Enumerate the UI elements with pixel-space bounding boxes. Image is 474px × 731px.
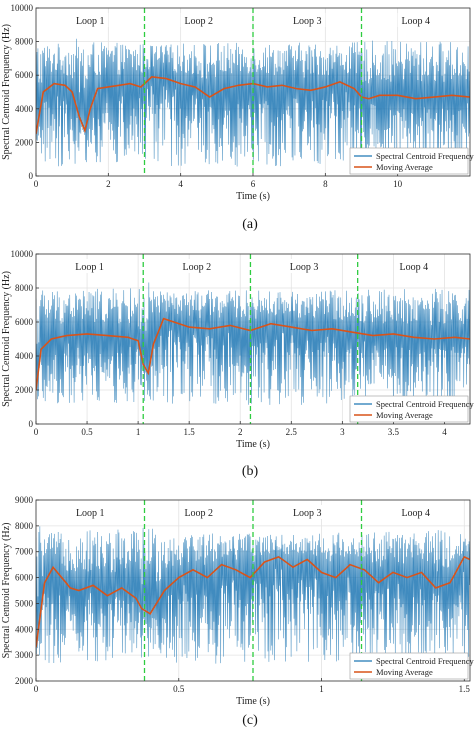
loop-label-box bbox=[289, 505, 326, 519]
x-tick-label: 2 bbox=[238, 427, 243, 437]
legend-box bbox=[349, 147, 469, 175]
y-tick-label: 6000 bbox=[15, 70, 34, 80]
panel-caption: (a) bbox=[242, 217, 258, 232]
series-moving-average-line bbox=[36, 317, 470, 391]
x-tick-label: 1 bbox=[136, 427, 141, 437]
x-tick-label: 3.5 bbox=[388, 427, 400, 437]
y-tick-label: 8000 bbox=[15, 283, 34, 293]
legend-label-spectral: Spectral Centroid Frequency bbox=[376, 399, 474, 409]
loop-label-box bbox=[71, 259, 108, 273]
x-axis-label: Time (s) bbox=[236, 439, 270, 450]
y-tick-label: 6000 bbox=[15, 573, 34, 583]
legend-label-moving-average: Moving Average bbox=[376, 162, 433, 172]
y-tick-label: 10000 bbox=[11, 249, 34, 259]
legend-label-spectral: Spectral Centroid Frequency bbox=[376, 151, 474, 161]
loop-label-box bbox=[72, 505, 109, 519]
loop-label-box bbox=[395, 259, 432, 273]
series-moving-average-line bbox=[36, 76, 470, 135]
loop-label-box bbox=[180, 13, 217, 27]
chart-panel-1: Loop 1 Loop 2 Loop 3 Loop 4 0 2000 4000 6000 800… bbox=[1, 3, 474, 232]
loop-label: Loop 1 bbox=[76, 508, 105, 519]
legend-label-moving-average: Moving Average bbox=[376, 667, 433, 677]
legend-label-moving-average: Moving Average bbox=[376, 410, 433, 420]
loop-label: Loop 4 bbox=[400, 262, 429, 273]
loop-label: Loop 3 bbox=[290, 262, 319, 273]
series-spectral-centroid-line bbox=[36, 282, 470, 405]
panel-caption: (c) bbox=[242, 713, 258, 728]
x-axis-label: Time (s) bbox=[236, 191, 270, 202]
x-tick-label: 0 bbox=[34, 179, 39, 189]
x-axis-label: Time (s) bbox=[236, 696, 270, 707]
axes-box bbox=[35, 499, 471, 682]
loop-label-box bbox=[397, 13, 434, 27]
y-tick-label: 2000 bbox=[15, 385, 34, 395]
loop-label: Loop 2 bbox=[183, 262, 212, 273]
y-tick-label: 0 bbox=[29, 171, 34, 181]
loop-label: Loop 1 bbox=[76, 16, 105, 27]
legend-box bbox=[349, 652, 469, 680]
y-tick-label: 8000 bbox=[15, 37, 34, 47]
y-tick-label: 5000 bbox=[15, 598, 34, 608]
x-tick-label: 3 bbox=[340, 427, 345, 437]
panel-caption: (b) bbox=[242, 464, 259, 479]
loop-label: Loop 2 bbox=[184, 508, 213, 519]
y-tick-label: 4000 bbox=[15, 104, 34, 114]
loop-label: Loop 3 bbox=[293, 16, 322, 27]
x-tick-label: 0.5 bbox=[81, 427, 93, 437]
x-tick-label: 2 bbox=[106, 179, 111, 189]
loop-label-box bbox=[72, 13, 109, 27]
x-tick-label: 1.5 bbox=[459, 684, 471, 694]
loop-label-box bbox=[397, 505, 434, 519]
loop-label-box bbox=[178, 259, 215, 273]
axes-box bbox=[35, 253, 471, 425]
x-tick-label: 10 bbox=[393, 179, 403, 189]
loop-label-box bbox=[289, 13, 326, 27]
chart-panel-3: Loop 1 Loop 2 Loop 3 Loop 4 2000 3000 4000 5000… bbox=[1, 495, 474, 728]
loop-label: Loop 3 bbox=[293, 508, 322, 519]
loop-label-box bbox=[286, 259, 323, 273]
y-tick-label: 3000 bbox=[15, 650, 34, 660]
chart-panel-2: Loop 1 Loop 2 Loop 3 Loop 4 0 2000 4000 6000 800… bbox=[1, 249, 474, 479]
x-tick-label: 4 bbox=[178, 179, 183, 189]
x-tick-label: 0 bbox=[34, 427, 39, 437]
loop-label-box bbox=[180, 505, 217, 519]
y-axis-label: Spectral Centroid Frequency (Hz) bbox=[1, 271, 12, 407]
legend-box bbox=[349, 395, 469, 423]
y-tick-label: 2000 bbox=[15, 676, 34, 686]
y-tick-label: 6000 bbox=[15, 317, 34, 327]
loop-label: Loop 1 bbox=[75, 262, 104, 273]
y-tick-label: 9000 bbox=[15, 495, 34, 505]
x-tick-label: 6 bbox=[251, 179, 256, 189]
y-tick-label: 2000 bbox=[15, 137, 34, 147]
y-tick-label: 8000 bbox=[15, 521, 34, 531]
y-tick-label: 7000 bbox=[15, 547, 34, 557]
loop-label: Loop 4 bbox=[401, 16, 430, 27]
loop-label: Loop 4 bbox=[401, 508, 430, 519]
x-tick-label: 1.5 bbox=[184, 427, 196, 437]
legend-label-spectral: Spectral Centroid Frequency bbox=[376, 656, 474, 666]
series-moving-average-line bbox=[36, 555, 470, 648]
y-tick-label: 4000 bbox=[15, 351, 34, 361]
y-tick-label: 10000 bbox=[11, 3, 34, 13]
loop-label: Loop 2 bbox=[184, 16, 213, 27]
x-tick-label: 4 bbox=[442, 427, 447, 437]
x-tick-label: 2.5 bbox=[286, 427, 298, 437]
x-tick-label: 8 bbox=[323, 179, 328, 189]
x-tick-label: 0 bbox=[34, 684, 39, 694]
x-tick-label: 1 bbox=[319, 684, 324, 694]
y-axis-label: Spectral Centroid Frequency (Hz) bbox=[1, 523, 12, 659]
x-tick-label: 0.5 bbox=[173, 684, 185, 694]
y-tick-label: 0 bbox=[29, 419, 34, 429]
y-tick-label: 4000 bbox=[15, 624, 34, 634]
y-axis-label: Spectral Centroid Frequency (Hz) bbox=[1, 24, 12, 160]
